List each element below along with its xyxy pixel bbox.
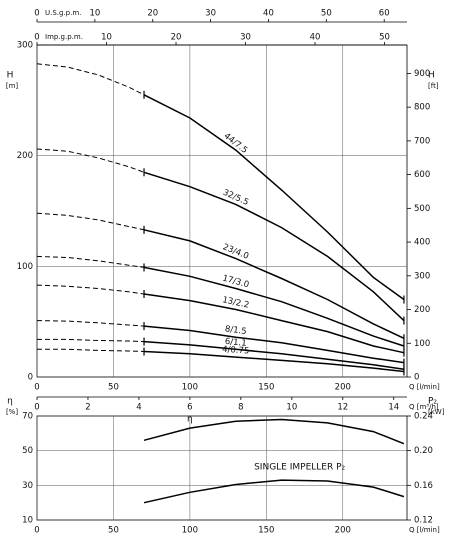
y-tick-label: 50 (22, 446, 33, 456)
curve (143, 340, 405, 371)
extra-axis-label: Imp.g.p.m. (45, 33, 83, 41)
curve-label: SINGLE IMPELLER P₂ (254, 463, 345, 473)
y-tick-label: 10 (22, 516, 33, 526)
x-tick-label: 200 (335, 383, 351, 393)
x-axis-label: Q [l/min] (409, 526, 440, 534)
y2-tick-label: 400 (414, 238, 430, 248)
y2-tick-label: 900 (414, 69, 430, 79)
y2-tick-label: 200 (414, 305, 430, 315)
x-tick-label: 100 (182, 526, 198, 536)
y2-axis-unit: [kW] (428, 408, 445, 416)
y2-axis-unit: [ft] (428, 82, 439, 90)
y-axis-label: η (7, 397, 13, 407)
extra-axis-tick-label: 30 (240, 33, 251, 43)
extra-axis-tick-label: 4 (136, 403, 141, 413)
extra-axis-label: Q [m³/h] (409, 403, 439, 411)
y2-tick-label: 700 (414, 136, 430, 146)
curve (143, 293, 405, 354)
extra-axis-tick-label: 0 (34, 9, 39, 19)
y2-tick-label: 500 (414, 204, 430, 214)
y-axis-label: H (7, 71, 14, 81)
y2-tick-label: 0.12 (414, 516, 433, 526)
x-tick-label: 0 (34, 383, 39, 393)
curve (143, 479, 405, 504)
extra-axis-tick-label: 40 (263, 9, 274, 19)
extra-axis-tick-label: 50 (321, 9, 332, 19)
y-tick-label: 0 (28, 373, 33, 383)
y2-tick-label: 600 (414, 170, 430, 180)
y-axis-unit: [m] (6, 82, 19, 90)
x-tick-label: 100 (182, 383, 198, 393)
y2-tick-label: 0 (414, 373, 419, 383)
y2-tick-label: 800 (414, 103, 430, 113)
extra-axis-tick-label: 0 (34, 403, 39, 413)
x-tick-label: 50 (108, 383, 119, 393)
curve-dashed (36, 63, 145, 96)
extra-axis-tick-label: 10 (89, 9, 100, 19)
curve (143, 350, 404, 373)
extra-axis-tick-label: 20 (171, 33, 182, 43)
curve (143, 229, 405, 339)
y2-axis-label: H (428, 71, 435, 81)
x-axis-label: Q [l/min] (409, 383, 440, 391)
x-tick-label: 50 (108, 526, 119, 536)
plot-frame (36, 415, 408, 521)
extra-axis-tick-label: 12 (337, 403, 348, 413)
curve (143, 325, 405, 364)
curve-label: 13/2.2 (221, 295, 250, 311)
y2-tick-label: 100 (414, 339, 430, 349)
extra-axis-tick-label: 10 (286, 403, 297, 413)
curve-dashed (37, 348, 145, 352)
extra-axis-tick-label: 30 (205, 9, 216, 19)
curve (143, 171, 405, 322)
curve-dashed (36, 212, 145, 231)
y2-axis-label: P₂ (428, 397, 437, 407)
y-tick-label: 200 (17, 151, 33, 161)
curve-label: 8/1.5 (224, 324, 247, 337)
y-tick-label: 30 (22, 481, 33, 491)
y2-tick-label: 0.24 (414, 412, 433, 422)
y2-tick-label: 0.20 (414, 446, 433, 456)
extra-axis-tick-label: 60 (379, 9, 390, 19)
extra-axis-tick-label: 10 (101, 33, 112, 43)
curve (143, 266, 405, 347)
extra-axis-tick-label: 14 (388, 403, 399, 413)
curve (143, 418, 405, 445)
extra-axis-tick-label: 6 (187, 403, 192, 413)
curve-label: η (187, 415, 193, 425)
extra-axis-label: U.S.g.p.m. (45, 9, 81, 17)
y-tick-label: 300 (17, 41, 33, 51)
x-tick-label: 200 (335, 526, 351, 536)
x-tick-label: 150 (258, 383, 274, 393)
curve-dashed (36, 148, 145, 173)
extra-axis-tick-label: 2 (85, 403, 90, 413)
y-tick-label: 100 (17, 262, 33, 272)
y-axis-unit: [%] (6, 408, 18, 416)
curve-dashed (36, 255, 145, 268)
extra-axis-tick-label: 40 (310, 33, 321, 43)
curve (143, 94, 405, 301)
curve-dashed (36, 284, 145, 295)
x-tick-label: 150 (258, 526, 274, 536)
y-tick-label: 70 (22, 412, 33, 422)
extra-axis-tick-label: 8 (238, 403, 243, 413)
y2-tick-label: 0.16 (414, 481, 433, 491)
curve-dashed (36, 320, 145, 327)
extra-axis-tick-label: 50 (379, 33, 390, 43)
y2-tick-label: 300 (414, 271, 430, 281)
curve-dashed (37, 338, 145, 343)
extra-axis-tick-label: 0 (34, 33, 39, 43)
curve-label: 4/0.75 (222, 345, 250, 357)
curve-label: 6/1.1 (224, 337, 247, 349)
x-tick-label: 0 (34, 526, 39, 536)
extra-axis-tick-label: 20 (147, 9, 158, 19)
